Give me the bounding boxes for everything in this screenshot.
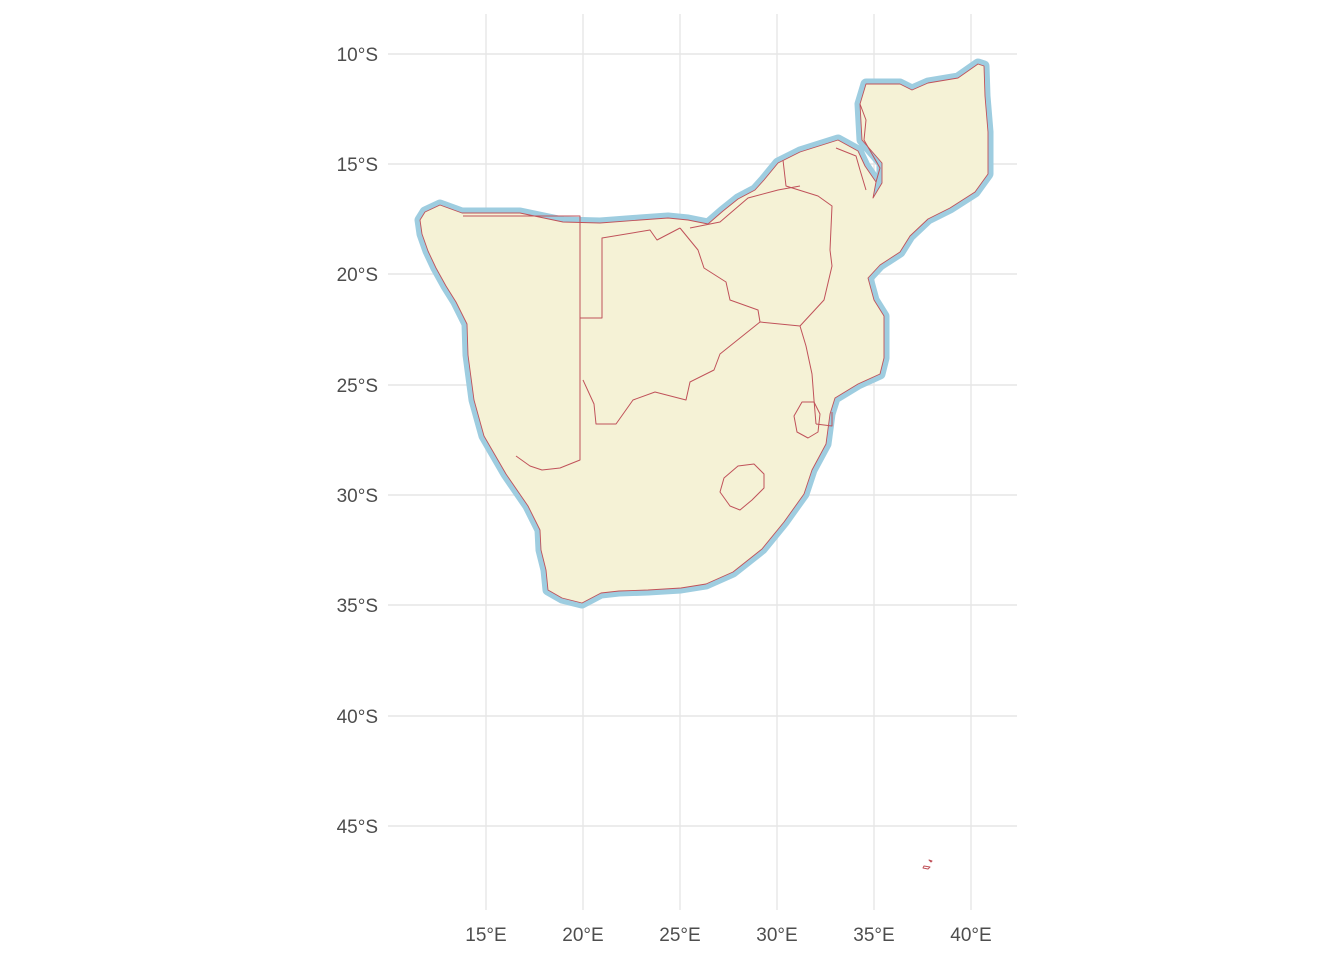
border-namibia-botswana bbox=[580, 227, 681, 319]
country-borders bbox=[463, 103, 933, 870]
y-tick-label: 20°S bbox=[337, 265, 378, 286]
y-axis-labels: 10°S 15°S 20°S 25°S 30°S 35°S 40°S 45°S bbox=[337, 45, 378, 838]
border-zambia-zimbabwe bbox=[689, 185, 801, 229]
border-namibia-south-africa bbox=[463, 215, 581, 471]
border-zambia-mozambique bbox=[835, 147, 867, 191]
x-tick-label: 40°E bbox=[950, 925, 991, 946]
x-tick-label: 15°E bbox=[465, 925, 506, 946]
y-tick-label: 45°S bbox=[337, 817, 378, 838]
x-axis-labels: 15°E 20°E 25°E 30°E 35°E 40°E bbox=[465, 925, 991, 946]
border-eswatini bbox=[793, 401, 821, 439]
border-lesotho bbox=[719, 463, 765, 511]
y-tick-label: 15°S bbox=[337, 155, 378, 176]
island-1 bbox=[922, 865, 931, 870]
y-tick-label: 10°S bbox=[337, 45, 378, 66]
island-2 bbox=[928, 859, 933, 863]
southern-africa-landmass bbox=[419, 63, 989, 604]
y-tick-label: 40°S bbox=[337, 707, 378, 728]
x-tick-label: 25°E bbox=[659, 925, 700, 946]
y-tick-label: 30°S bbox=[337, 486, 378, 507]
y-tick-label: 35°S bbox=[337, 596, 378, 617]
x-tick-label: 30°E bbox=[756, 925, 797, 946]
border-botswana-south-africa bbox=[582, 321, 761, 425]
border-south-africa-mozambique bbox=[815, 412, 833, 427]
x-tick-label: 35°E bbox=[853, 925, 894, 946]
border-zimbabwe-mozambique bbox=[782, 159, 833, 327]
y-tick-label: 25°S bbox=[337, 376, 378, 397]
border-botswana-zimbabwe bbox=[679, 227, 761, 323]
border-south-africa-zimbabwe bbox=[759, 321, 817, 425]
x-tick-label: 20°E bbox=[562, 925, 603, 946]
border-malawi bbox=[859, 103, 881, 183]
